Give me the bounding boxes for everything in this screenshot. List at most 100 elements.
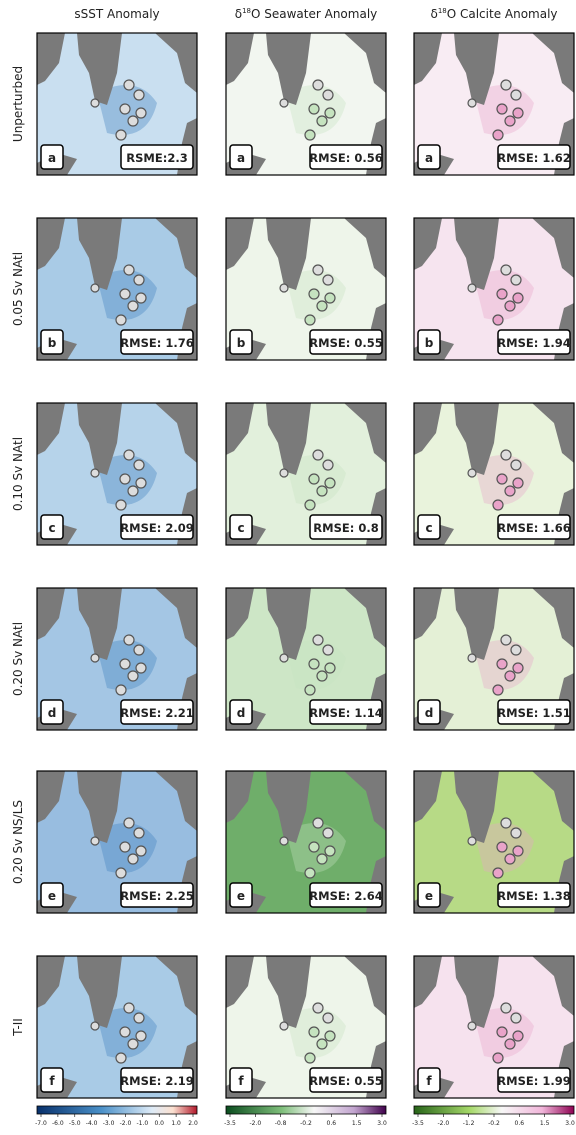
title-prefix: δ xyxy=(430,7,437,21)
core-site xyxy=(313,818,323,828)
core-site xyxy=(468,469,476,477)
colorbar-tick-label: -0.8 xyxy=(275,1120,287,1127)
core-site xyxy=(124,818,134,828)
core-site xyxy=(493,685,503,695)
colorbar-tick-label: -3.0 xyxy=(103,1120,115,1127)
core-site xyxy=(134,90,144,100)
colorbar-tick-label: 1.5 xyxy=(352,1120,362,1127)
core-site xyxy=(468,99,476,107)
score-label: RMSE: 1.99 xyxy=(497,1074,570,1088)
colorbar-tick-label: -7.0 xyxy=(35,1120,47,1127)
colorbar-tick-label: -1.0 xyxy=(136,1120,148,1127)
map-panel: fRMSE: 0.55 xyxy=(226,956,386,1098)
core-site xyxy=(511,828,521,838)
core-site xyxy=(116,868,126,878)
colorbar-tick-label: -2.0 xyxy=(437,1120,449,1127)
core-site xyxy=(511,460,521,470)
core-site xyxy=(305,315,315,325)
title-text: sSST Anomaly xyxy=(74,7,159,21)
core-site xyxy=(309,659,319,669)
core-site xyxy=(468,837,476,845)
core-site xyxy=(280,654,288,662)
core-site xyxy=(124,80,134,90)
core-site xyxy=(511,275,521,285)
core-site xyxy=(91,284,99,292)
core-site xyxy=(505,671,515,681)
core-site xyxy=(317,671,327,681)
title-superscript: 18 xyxy=(242,7,251,15)
row-label: 0.20 Sv NS/LS xyxy=(11,800,25,884)
score-label: RSME:2.3 xyxy=(126,151,187,165)
core-site xyxy=(501,635,511,645)
score-label: RMSE: 1.14 xyxy=(309,706,382,720)
core-site xyxy=(323,828,333,838)
core-site xyxy=(497,1027,507,1037)
core-site xyxy=(120,474,130,484)
map-panel: aRMSE: 1.62 xyxy=(414,33,574,175)
core-site xyxy=(313,80,323,90)
core-site xyxy=(325,846,335,856)
core-site xyxy=(513,478,523,488)
core-site xyxy=(124,1003,134,1013)
core-site xyxy=(505,1039,515,1049)
core-site xyxy=(513,1031,523,1041)
core-site xyxy=(91,99,99,107)
score-label: RMSE: 1.66 xyxy=(497,521,570,535)
core-site xyxy=(120,289,130,299)
core-site xyxy=(317,486,327,496)
panel-letter: a xyxy=(237,151,245,165)
map-panel: cRMSE: 2.09 xyxy=(37,403,197,545)
map-panel: aRMSE: 0.56 xyxy=(226,33,386,175)
title-superscript: 18 xyxy=(438,7,447,15)
core-site xyxy=(136,108,146,118)
core-site xyxy=(134,645,144,655)
core-site xyxy=(134,275,144,285)
core-site xyxy=(325,478,335,488)
core-site xyxy=(511,90,521,100)
core-site xyxy=(124,265,134,275)
score-label: RMSE: 0.55 xyxy=(309,1074,382,1088)
row-label: T-II xyxy=(11,1018,25,1037)
core-site xyxy=(513,663,523,673)
score-label: RMSE: 1.51 xyxy=(497,706,570,720)
core-site xyxy=(280,837,288,845)
core-site xyxy=(120,1027,130,1037)
row-label: 0.10 Sv NAtl xyxy=(11,437,25,511)
title-prefix: δ xyxy=(235,7,242,21)
map-panel: eRMSE: 2.64 xyxy=(226,771,386,913)
colorbar-tick-label: -2.0 xyxy=(249,1120,261,1127)
colorbar-tick-label: -6.0 xyxy=(52,1120,64,1127)
core-site xyxy=(513,293,523,303)
score-label: RMSE: 2.25 xyxy=(120,889,193,903)
core-site xyxy=(309,474,319,484)
colorbar-tick-label: -3.5 xyxy=(412,1120,424,1127)
score-label: RMSE: 2.21 xyxy=(120,706,193,720)
core-site xyxy=(313,265,323,275)
panel-letter: e xyxy=(48,889,56,903)
core-site xyxy=(116,685,126,695)
core-site xyxy=(116,315,126,325)
core-site xyxy=(317,301,327,311)
core-site xyxy=(468,284,476,292)
core-site xyxy=(501,450,511,460)
map-panel: bRMSE: 0.55 xyxy=(226,218,386,360)
core-site xyxy=(505,301,515,311)
core-site xyxy=(323,275,333,285)
panel-letter: a xyxy=(48,151,56,165)
score-label: RMSE: 0.8 xyxy=(313,521,378,535)
core-site xyxy=(513,108,523,118)
score-label: RMSE: 1.76 xyxy=(120,336,193,350)
core-site xyxy=(305,868,315,878)
core-site xyxy=(323,90,333,100)
colorbar-tick-label: -5.0 xyxy=(69,1120,81,1127)
panel-letter: b xyxy=(425,336,434,350)
score-label: RMSE: 1.94 xyxy=(497,336,570,350)
core-site xyxy=(501,265,511,275)
colorbar xyxy=(414,1106,574,1114)
panel-letter: e xyxy=(425,889,433,903)
colorbar-tick-label: -0.2 xyxy=(300,1120,312,1127)
colorbar-tick-label: 2.0 xyxy=(188,1120,198,1127)
core-site xyxy=(493,130,503,140)
